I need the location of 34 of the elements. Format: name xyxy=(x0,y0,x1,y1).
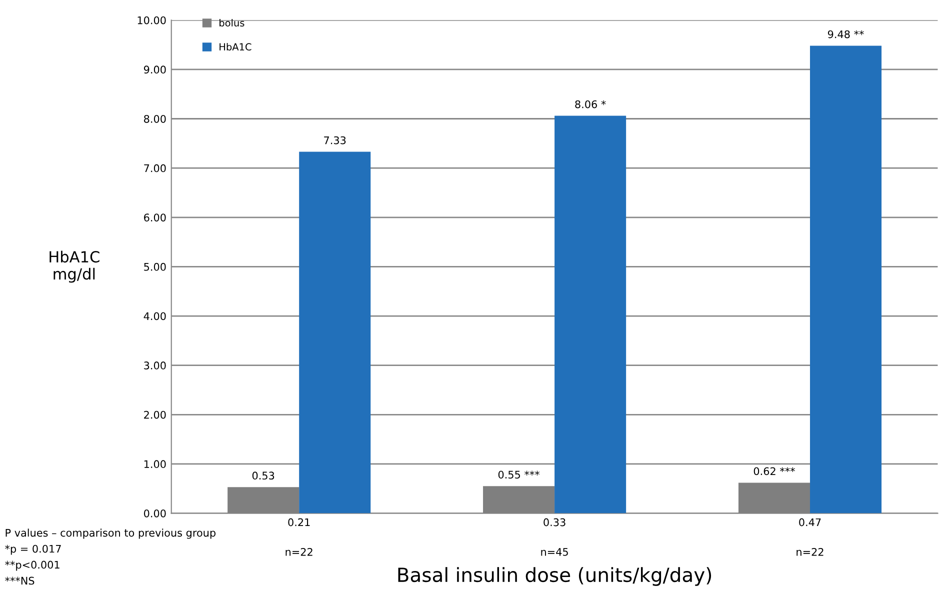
y-tick-label: 1.00 xyxy=(144,460,166,468)
y-tick-label: 2.00 xyxy=(144,410,166,419)
data-label: 0.55 *** xyxy=(498,470,540,479)
y-axis-title: HbA1C mg/dl xyxy=(50,250,100,283)
bar xyxy=(299,152,371,514)
bar xyxy=(810,46,882,514)
text: n=45 xyxy=(541,548,568,556)
y-tick-label: 8.00 xyxy=(144,114,166,123)
y-tick-label: 7.00 xyxy=(144,164,166,172)
legend-label: bolus xyxy=(220,19,244,27)
text: n=22 xyxy=(286,548,312,556)
legend-label: HbA1C xyxy=(220,43,252,51)
data-label: 8.06 * xyxy=(575,100,606,108)
text: n=22 xyxy=(796,548,824,556)
y-tick-label: 0.00 xyxy=(144,509,166,518)
y-tick-label: 10.00 xyxy=(138,16,166,24)
y-tick-label: 5.00 xyxy=(144,262,166,271)
text: P values – comparison to previous group xyxy=(6,528,216,539)
data-label: 0.53 xyxy=(252,472,274,480)
x-tick-label: 0.33 xyxy=(544,518,566,526)
x-axis-title: Basal insulin dose (units/kg/day) xyxy=(398,567,712,586)
y-tick-label: 6.00 xyxy=(144,214,166,222)
text: ***NS xyxy=(5,576,34,585)
data-label: 0.62 *** xyxy=(754,467,795,476)
data-label: 7.33 xyxy=(324,136,346,144)
y-tick-label: 4.00 xyxy=(144,312,166,320)
y-tick-label: 3.00 xyxy=(144,362,166,370)
y-tick-label: 9.00 xyxy=(144,66,166,74)
data-label: 9.48 ** xyxy=(828,30,864,38)
text: **p<0.001 xyxy=(5,560,60,571)
x-tick-label: 0.21 xyxy=(288,518,310,526)
text: *p = 0.017 xyxy=(5,544,61,555)
x-tick-label: 0.47 xyxy=(799,518,821,526)
bar xyxy=(554,116,626,514)
